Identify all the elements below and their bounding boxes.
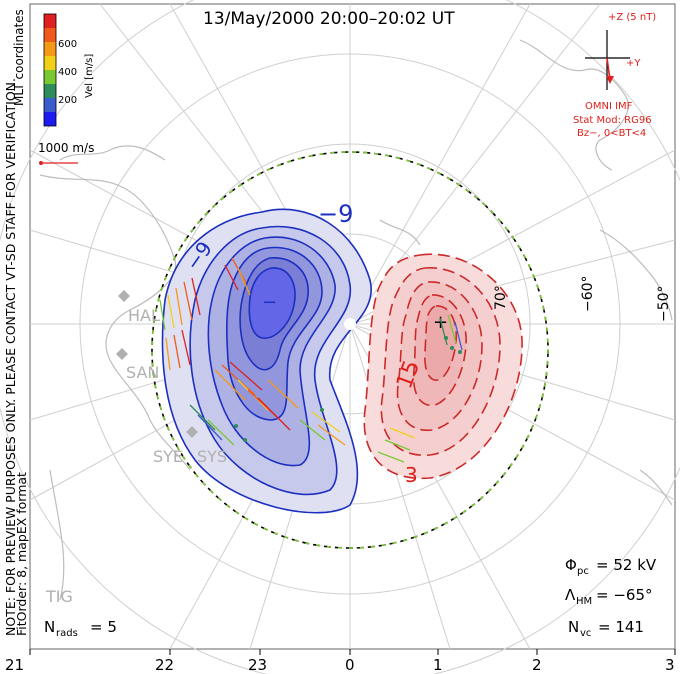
imf-condition: Bz−, 0<BT<4: [577, 128, 646, 139]
velocity-vectors: [159, 257, 463, 463]
preview-watermark: NOTE: FOR PREVIEW PURPOSES ONLY. PLEASE …: [3, 78, 18, 636]
station-sys: SYS: [197, 447, 227, 466]
velocity-colorbar: [43, 13, 57, 127]
imf-stat-model: Stat Mod: RG96: [573, 115, 652, 126]
mlt-tick-21: 21: [5, 656, 24, 674]
station-sye: SYE: [153, 447, 183, 466]
stat-lambda-hm: Λ HM = −65°: [565, 586, 653, 607]
svg-text:= −65°: = −65°: [596, 586, 653, 604]
colorbar-tick-200: 200: [58, 95, 77, 106]
negative-potential-cell: − −9 −9: [161, 200, 373, 514]
svg-text:= 141: = 141: [598, 618, 644, 636]
station-hal: HAL: [128, 306, 160, 325]
station-tig: TIG: [45, 587, 73, 606]
svg-text:N: N: [568, 618, 579, 636]
svg-text:rads: rads: [56, 628, 78, 639]
station-san: SAN: [126, 363, 159, 382]
reference-vector-label: 1000 m/s: [38, 141, 94, 155]
mlt-tick-3: 3: [665, 656, 675, 674]
potential-minimum-marker: −: [262, 292, 277, 313]
stat-phi-pc: Φ pc = 52 kV: [565, 556, 657, 577]
mlt-tick-0: 0: [345, 656, 355, 674]
svg-text:Φ: Φ: [565, 556, 577, 574]
contour-label-neg: −9: [318, 200, 353, 228]
mlt-tick-23: 23: [248, 656, 267, 674]
latitude-label-50: −50°: [656, 285, 672, 322]
map-title: 13/May/2000 20:00–20:02 UT: [203, 9, 455, 29]
colorbar-label: Vel [m/s]: [84, 54, 95, 98]
coastlines: [39, 39, 673, 601]
imf-z-label: +Z (5 nT): [608, 12, 656, 23]
colorbar-tick-400: 400: [58, 67, 77, 78]
contour-label-pos-2: 3: [405, 463, 418, 487]
heppner-maynard-boundary: [151, 151, 549, 549]
stat-n-vc: N vc = 141: [568, 618, 644, 639]
station-markers: [116, 290, 198, 438]
stat-n-rads: N rads = 5: [44, 618, 117, 639]
latitude-label-60: −60°: [580, 275, 596, 312]
positive-potential-cell: [363, 253, 523, 480]
mlt-tick-1: 1: [433, 656, 443, 674]
imf-y-label: +Y: [626, 58, 641, 69]
latitude-label-70: 70°: [493, 285, 509, 310]
pole-marker: [344, 318, 356, 330]
plot-frame: [29, 3, 676, 650]
mlt-tick-22: 22: [155, 656, 174, 674]
fit-order: FitOrder: 8, mapEX format: [14, 472, 29, 636]
imf-clock: [585, 30, 630, 90]
svg-text:N: N: [44, 618, 55, 636]
coordinate-system-label: MLT coordinates: [12, 9, 26, 106]
svg-text:HM: HM: [576, 596, 592, 607]
reference-vector: [39, 161, 78, 165]
vector-origins: [234, 336, 462, 442]
mlt-axis: [29, 649, 676, 655]
mlt-tick-2: 2: [532, 656, 542, 674]
svg-text:vc: vc: [580, 628, 591, 639]
svg-text:= 5: = 5: [90, 618, 117, 636]
colorbar-tick-600: 600: [58, 39, 77, 50]
svg-text:= 52 kV: = 52 kV: [596, 556, 657, 574]
imf-source: OMNI IMF: [585, 101, 633, 112]
svg-text:Λ: Λ: [565, 586, 576, 604]
svg-text:pc: pc: [577, 566, 589, 577]
